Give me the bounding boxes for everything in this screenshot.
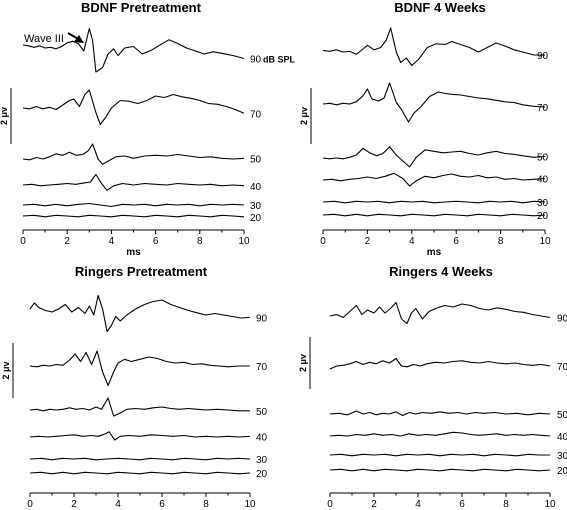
trace-90-db <box>22 27 245 73</box>
level-label: 90 <box>557 314 567 325</box>
x-tick-label: 2 <box>64 236 70 247</box>
wave-annotation: Wave III <box>24 33 64 45</box>
trace-30-db <box>29 457 251 461</box>
panel-1: BDNF Pretreatment 0 2 4 6 8 10 ms 2 μv 90 dB SPL 70… <box>0 0 296 258</box>
trace-40-db <box>29 431 251 441</box>
trace-70-db <box>329 357 551 370</box>
panel-title: Ringers 4 Weeks <box>389 264 493 279</box>
x-tick-label: 10 <box>238 236 250 247</box>
level-label: 70 <box>557 362 567 373</box>
x-tick-label: 4 <box>115 499 121 510</box>
x-tick-label: 10 <box>544 499 556 510</box>
level-label: 20 <box>537 211 549 222</box>
trace-90-db <box>29 294 251 333</box>
panel-2: BDNF 4 Weeks 0 2 4 6 8 10 ms 2 μv 90 70 50 40 30 20 <box>299 0 551 258</box>
trace-90-db <box>322 27 545 67</box>
x-tick-label: 8 <box>498 236 504 247</box>
level-label: 50 <box>250 154 262 165</box>
level-label: 90 <box>537 51 549 62</box>
x-axis-label: ms <box>427 247 442 258</box>
trace-40-db <box>329 431 551 437</box>
level-label: 70 <box>537 103 549 114</box>
x-tick-label: 2 <box>371 499 377 510</box>
scale-bar-label: 2 μv <box>298 354 308 372</box>
x-tick-label: 2 <box>365 236 371 247</box>
x-tick-label: 4 <box>409 236 415 247</box>
scale-bar-label: 2 μv <box>1 361 11 379</box>
x-tick-label: 0 <box>320 236 326 247</box>
level-label: 40 <box>256 432 268 443</box>
level-label: 30 <box>537 198 549 209</box>
trace-30-db <box>22 202 245 208</box>
x-tick-label: 2 <box>71 499 77 510</box>
trace-70-db <box>322 82 546 123</box>
trace-30-db <box>322 200 546 204</box>
panel-title: BDNF Pretreatment <box>81 0 202 15</box>
level-label: 50 <box>256 407 268 418</box>
trace-30-db <box>329 453 550 457</box>
x-tick-label: 6 <box>459 499 465 510</box>
trace-70-db <box>22 89 245 126</box>
x-tick-label: 0 <box>27 499 33 510</box>
level-label: 30 <box>256 455 268 466</box>
x-tick-label: 0 <box>20 236 26 247</box>
trace-90-db <box>329 301 551 325</box>
x-axis-label: ms <box>126 247 141 258</box>
level-label: 50 <box>537 153 549 164</box>
trace-40-db <box>322 172 546 187</box>
trace-20-db <box>322 213 546 217</box>
trace-50-db <box>22 143 245 165</box>
x-tick-label: 8 <box>203 499 209 510</box>
level-label: 90 <box>250 55 262 66</box>
x-tick-label: 8 <box>197 236 203 247</box>
trace-70-db <box>29 350 250 387</box>
x-tick-label: 10 <box>539 236 551 247</box>
level-label: 90 <box>256 313 268 324</box>
level-label: 70 <box>256 362 268 373</box>
x-tick-label: 10 <box>244 499 256 510</box>
level-label: 20 <box>557 466 567 477</box>
level-label: 30 <box>250 201 262 212</box>
level-label: 40 <box>537 175 549 186</box>
level-label: 20 <box>250 213 262 224</box>
scale-bar-label: 2 μv <box>0 107 9 125</box>
unit-label: dB SPL <box>263 55 296 65</box>
trace-50-db <box>29 397 250 417</box>
level-label: 20 <box>256 469 268 480</box>
trace-40-db <box>22 173 245 191</box>
trace-50-db <box>322 146 546 168</box>
trace-20-db <box>29 471 251 475</box>
scale-bar-label: 2 μv <box>299 107 309 125</box>
x-tick-label: 6 <box>159 499 165 510</box>
x-tick-label: 6 <box>453 236 459 247</box>
level-label: 70 <box>250 109 262 120</box>
x-tick-label: 8 <box>503 499 509 510</box>
panel-title: Ringers Pretreatment <box>75 264 208 279</box>
x-tick-label: 4 <box>109 236 115 247</box>
x-tick-label: 6 <box>153 236 159 247</box>
x-tick-label: 4 <box>415 499 421 510</box>
level-label: 40 <box>250 182 262 193</box>
level-label: 40 <box>557 432 567 443</box>
level-label: 50 <box>557 410 567 421</box>
x-tick-label: 0 <box>327 499 333 510</box>
level-label: 30 <box>557 451 567 462</box>
trace-20-db <box>22 214 245 218</box>
trace-50-db <box>329 410 551 417</box>
panel-title: BDNF 4 Weeks <box>394 0 486 15</box>
trace-20-db <box>329 468 551 472</box>
annotation-arrowhead <box>74 35 84 43</box>
